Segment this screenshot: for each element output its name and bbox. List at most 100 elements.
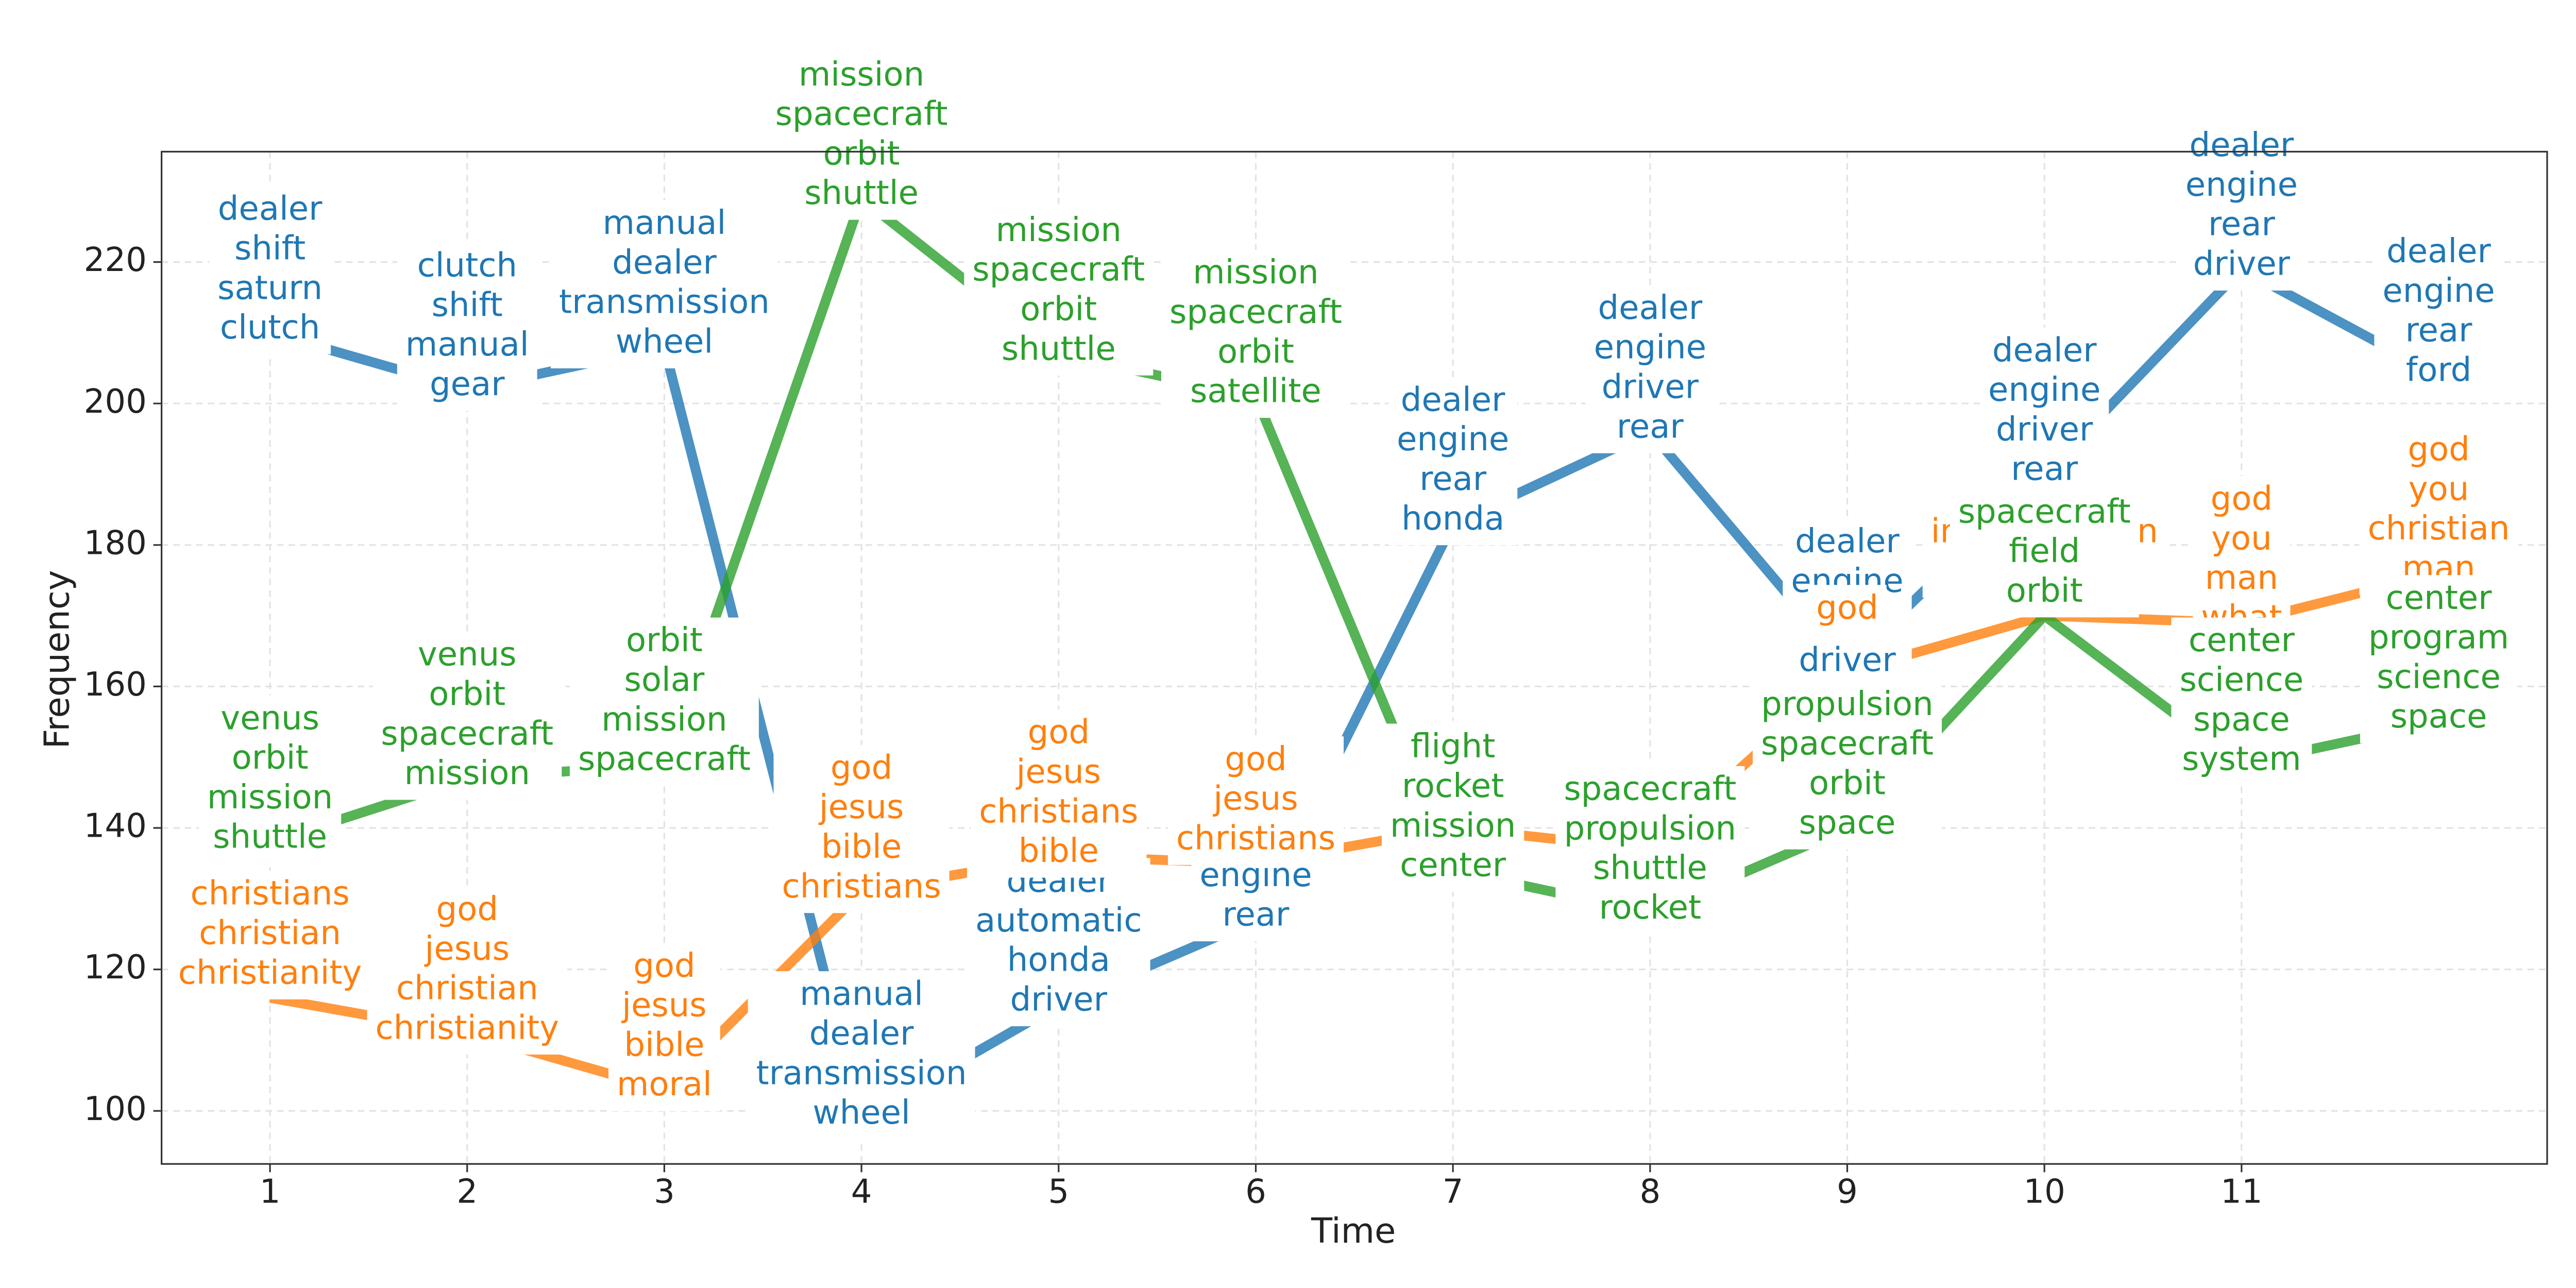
topic-word: program <box>2368 619 2509 657</box>
topic-word: christians <box>1176 819 1335 857</box>
topic-word: center <box>1400 846 1506 885</box>
topic-word: christian <box>199 914 341 953</box>
y-tick-label: 120 <box>84 948 147 987</box>
topic-word: spacecraft <box>1761 725 1934 763</box>
topic-word: solar <box>624 661 705 699</box>
label-background <box>1950 488 2139 618</box>
topic-word: moral <box>617 1065 712 1104</box>
topic-word: orbit <box>2006 572 2083 610</box>
topic-word: dealer <box>809 1015 914 1053</box>
topic-word: god <box>831 749 892 787</box>
label-background <box>2171 617 2312 786</box>
topic-word: orbit <box>823 134 900 173</box>
topic-word: rear <box>1419 460 1487 498</box>
topic-word: manual <box>603 204 726 242</box>
topic-word: man <box>2205 559 2278 597</box>
topic-word: science <box>2179 661 2303 699</box>
topic-word: transmission <box>559 283 770 321</box>
x-tick-label: 8 <box>1639 1173 1660 1211</box>
topic-word: christianity <box>178 954 362 992</box>
topic-word: jesus <box>818 788 904 826</box>
topic-word: shuttle <box>213 818 327 856</box>
topic-word: clutch <box>220 309 320 347</box>
topic-word: spacecraft <box>1564 770 1736 808</box>
topic-word: spacecraft <box>578 740 751 778</box>
topic-word: driver <box>1799 641 1896 679</box>
topic-word: mission <box>1193 253 1318 292</box>
topic-word: mission <box>1390 807 1516 845</box>
topic-word: god <box>1225 740 1286 778</box>
label-background <box>1980 327 2109 496</box>
topic-word: satellite <box>1190 372 1321 411</box>
topic-word: christian <box>2368 510 2510 548</box>
x-tick-label: 6 <box>1245 1173 1266 1211</box>
label-background <box>1585 285 1715 453</box>
label-background <box>1388 377 1518 546</box>
topic-word: rear <box>1223 896 1290 934</box>
topic-word: driver <box>1010 980 1108 1019</box>
topic-word: mission <box>996 211 1122 249</box>
topic-word: shuttle <box>1002 330 1116 368</box>
topic-word: rocket <box>1402 767 1504 805</box>
topic-word: dealer <box>1992 331 2097 369</box>
topic-label: god <box>1808 585 1887 635</box>
topic-word: automatic <box>975 902 1142 940</box>
label-background <box>773 744 950 913</box>
label-background <box>1161 249 1350 418</box>
topic-word: god <box>633 947 695 985</box>
x-axis-label: Time <box>1311 1211 1396 1251</box>
topic-word: saturn <box>217 269 323 307</box>
topic-word: driver <box>1996 411 2093 449</box>
x-tick-label: 2 <box>456 1173 478 1211</box>
topic-word: shift <box>234 229 306 267</box>
topic-word: space <box>2391 698 2487 736</box>
topic-word: bible <box>821 828 902 866</box>
topic-word: gear <box>430 365 505 403</box>
label-background <box>2177 122 2306 291</box>
topic-word: venus <box>221 699 319 737</box>
topic-word: engine <box>1397 420 1509 459</box>
topic-word: engine <box>2185 166 2298 204</box>
topic-word: center <box>2189 621 2295 659</box>
y-tick-label: 200 <box>84 383 147 421</box>
topic-word: honda <box>1007 941 1110 979</box>
topic-word: propulsion <box>1564 809 1736 848</box>
topic-word: bible <box>1019 832 1099 870</box>
x-tick-label: 5 <box>1048 1173 1069 1211</box>
label-background <box>1555 766 1745 935</box>
x-tick-label: 7 <box>1443 1173 1464 1211</box>
topic-word: field <box>2009 532 2080 570</box>
topic-word: dealer <box>1401 381 1505 419</box>
topic-word: orbit <box>1020 290 1097 328</box>
topic-word: rear <box>1617 408 1684 446</box>
topic-word: jesus <box>621 987 706 1025</box>
topic-word: wheel <box>616 323 713 361</box>
topic-word: god <box>2408 431 2469 469</box>
topic-word: christianity <box>375 1009 559 1047</box>
label-background <box>1381 723 1524 892</box>
label-background <box>170 871 370 999</box>
topic-word: spacecraft <box>381 715 553 753</box>
topic-word: driver <box>2193 245 2291 283</box>
topic-word: god <box>1028 714 1090 752</box>
topic-word: mission <box>207 778 333 817</box>
topic-word: engine <box>1988 371 2100 409</box>
topic-word: orbit <box>429 675 505 713</box>
topic-word: system <box>2182 740 2301 778</box>
topic-word: engine <box>2382 272 2495 310</box>
topic-word: rocket <box>1599 889 1701 927</box>
plot-frame <box>161 150 2548 1165</box>
topic-word: christians <box>782 868 941 906</box>
topic-word: shuttle <box>1593 849 1707 887</box>
topic-word: shift <box>432 286 503 324</box>
label-background <box>1808 585 1887 635</box>
topic-word: science <box>2377 658 2501 696</box>
